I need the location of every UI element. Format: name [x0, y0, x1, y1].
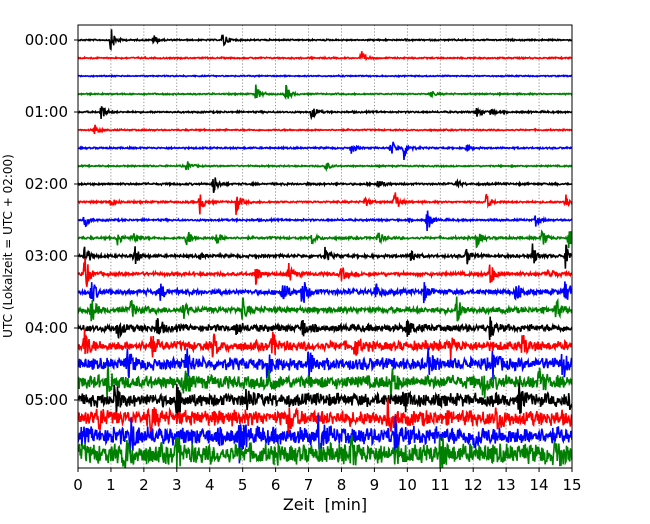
- y-tick-label: 04:00: [25, 319, 68, 337]
- x-tick-label: 4: [205, 476, 215, 494]
- x-tick-label: 15: [562, 476, 581, 494]
- x-tick-label: 11: [431, 476, 450, 494]
- y-axis-ticks: 00:00 01:00 02:00 03:00 04:00 05:00: [25, 31, 78, 409]
- trace-0000: [78, 29, 572, 51]
- trace-0045: [78, 84, 572, 101]
- x-tick-label: 7: [304, 476, 314, 494]
- grid-lines: [110, 25, 540, 468]
- x-tick-label: 1: [106, 476, 116, 494]
- y-axis-label: UTC (Lokalzeit = UTC + 02:00): [1, 154, 15, 338]
- trace-0515: [78, 398, 572, 435]
- trace-0115: [78, 124, 572, 135]
- trace-0300: [78, 243, 572, 269]
- x-tick-label: 0: [73, 476, 83, 494]
- y-tick-label: 01:00: [25, 103, 68, 121]
- y-tick-label: 03:00: [25, 247, 68, 265]
- trace-0015: [78, 51, 572, 62]
- x-tick-label: 3: [172, 476, 182, 494]
- x-axis-label: Zeit [min]: [283, 495, 367, 514]
- y-tick-label: 02:00: [25, 175, 68, 193]
- trace-0400: [78, 316, 572, 341]
- x-tick-label: 8: [337, 476, 347, 494]
- trace-0330: [78, 281, 572, 304]
- trace-0030: [78, 73, 572, 79]
- plot-frame: [77, 24, 573, 469]
- x-tick-label: 12: [464, 476, 483, 494]
- trace-0100: [78, 106, 572, 121]
- trace-0230: [78, 210, 572, 232]
- x-tick-label: 10: [398, 476, 417, 494]
- x-axis-ticks: 0 1 2 3 4 5 6 7 8 9 10 11 12 13 14 15: [73, 468, 582, 494]
- trace-0500: [78, 382, 572, 419]
- trace-0215: [78, 192, 572, 215]
- x-tick-label: 5: [238, 476, 248, 494]
- trace-0200: [78, 177, 572, 193]
- trace-0445: [78, 366, 572, 399]
- trace-0145: [78, 161, 572, 173]
- trace-0130: [78, 141, 572, 161]
- trace-0430: [78, 347, 572, 381]
- trace-0315: [78, 258, 572, 287]
- y-tick-label: 00:00: [25, 31, 68, 49]
- y-tick-label: 05:00: [25, 391, 68, 409]
- trace-0530: [78, 414, 572, 464]
- x-tick-label: 2: [139, 476, 149, 494]
- trace-0415: [78, 328, 572, 360]
- x-tick-label: 9: [370, 476, 380, 494]
- x-tick-label: 6: [271, 476, 281, 494]
- x-tick-label: 13: [497, 476, 516, 494]
- trace-0245: [78, 229, 572, 249]
- seismogram-traces: [78, 29, 572, 468]
- trace-0345: [78, 296, 572, 322]
- x-tick-label: 14: [530, 476, 549, 494]
- trace-0545: [78, 434, 572, 468]
